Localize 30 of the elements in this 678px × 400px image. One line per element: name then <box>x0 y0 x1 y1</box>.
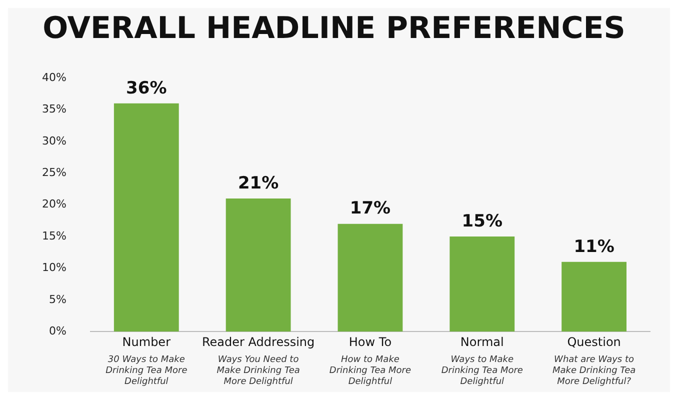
data-label: 15% <box>462 211 502 232</box>
text: How to Make Drinking Tea More Delightful <box>329 354 412 387</box>
text: Ways You Need to Make Drinking Tea More Delightful <box>216 354 300 387</box>
y-tick-label: 40% <box>42 70 66 84</box>
bar <box>562 262 626 332</box>
bar <box>226 198 291 332</box>
data-label: 36% <box>126 78 167 98</box>
bar <box>338 224 403 332</box>
y-tick-label: 10% <box>42 261 66 274</box>
text: Ways to Make Drinking Tea More Delightful <box>441 354 524 387</box>
x-tick-label: Number <box>122 334 171 349</box>
x-tick-label: Question <box>567 334 621 349</box>
chart-title: OVERALL HEADLINE PREFERENCES <box>42 10 626 46</box>
x-tick-label: Reader Addressing <box>202 334 315 349</box>
y-tick-label: 20% <box>42 198 66 211</box>
x-tick-label: How To <box>348 334 392 349</box>
data-label: 17% <box>350 198 391 219</box>
bar <box>114 103 179 332</box>
y-tick-label: 30% <box>42 134 66 148</box>
x-tick-label: Normal <box>460 334 504 349</box>
text: What are Ways to Make Drinking Tea More Delightful? <box>552 354 636 387</box>
text: 30 Ways to Make Drinking Tea More Delightful <box>106 354 188 387</box>
data-label: 11% <box>574 236 614 257</box>
y-tick-label: 35% <box>42 102 66 116</box>
y-tick-label: 0% <box>48 324 66 338</box>
y-tick-label: 15% <box>42 229 66 242</box>
y-tick-label: 25% <box>42 166 66 179</box>
data-label: 21% <box>238 173 279 194</box>
bar <box>450 236 515 332</box>
y-tick-label: 5% <box>48 292 66 306</box>
